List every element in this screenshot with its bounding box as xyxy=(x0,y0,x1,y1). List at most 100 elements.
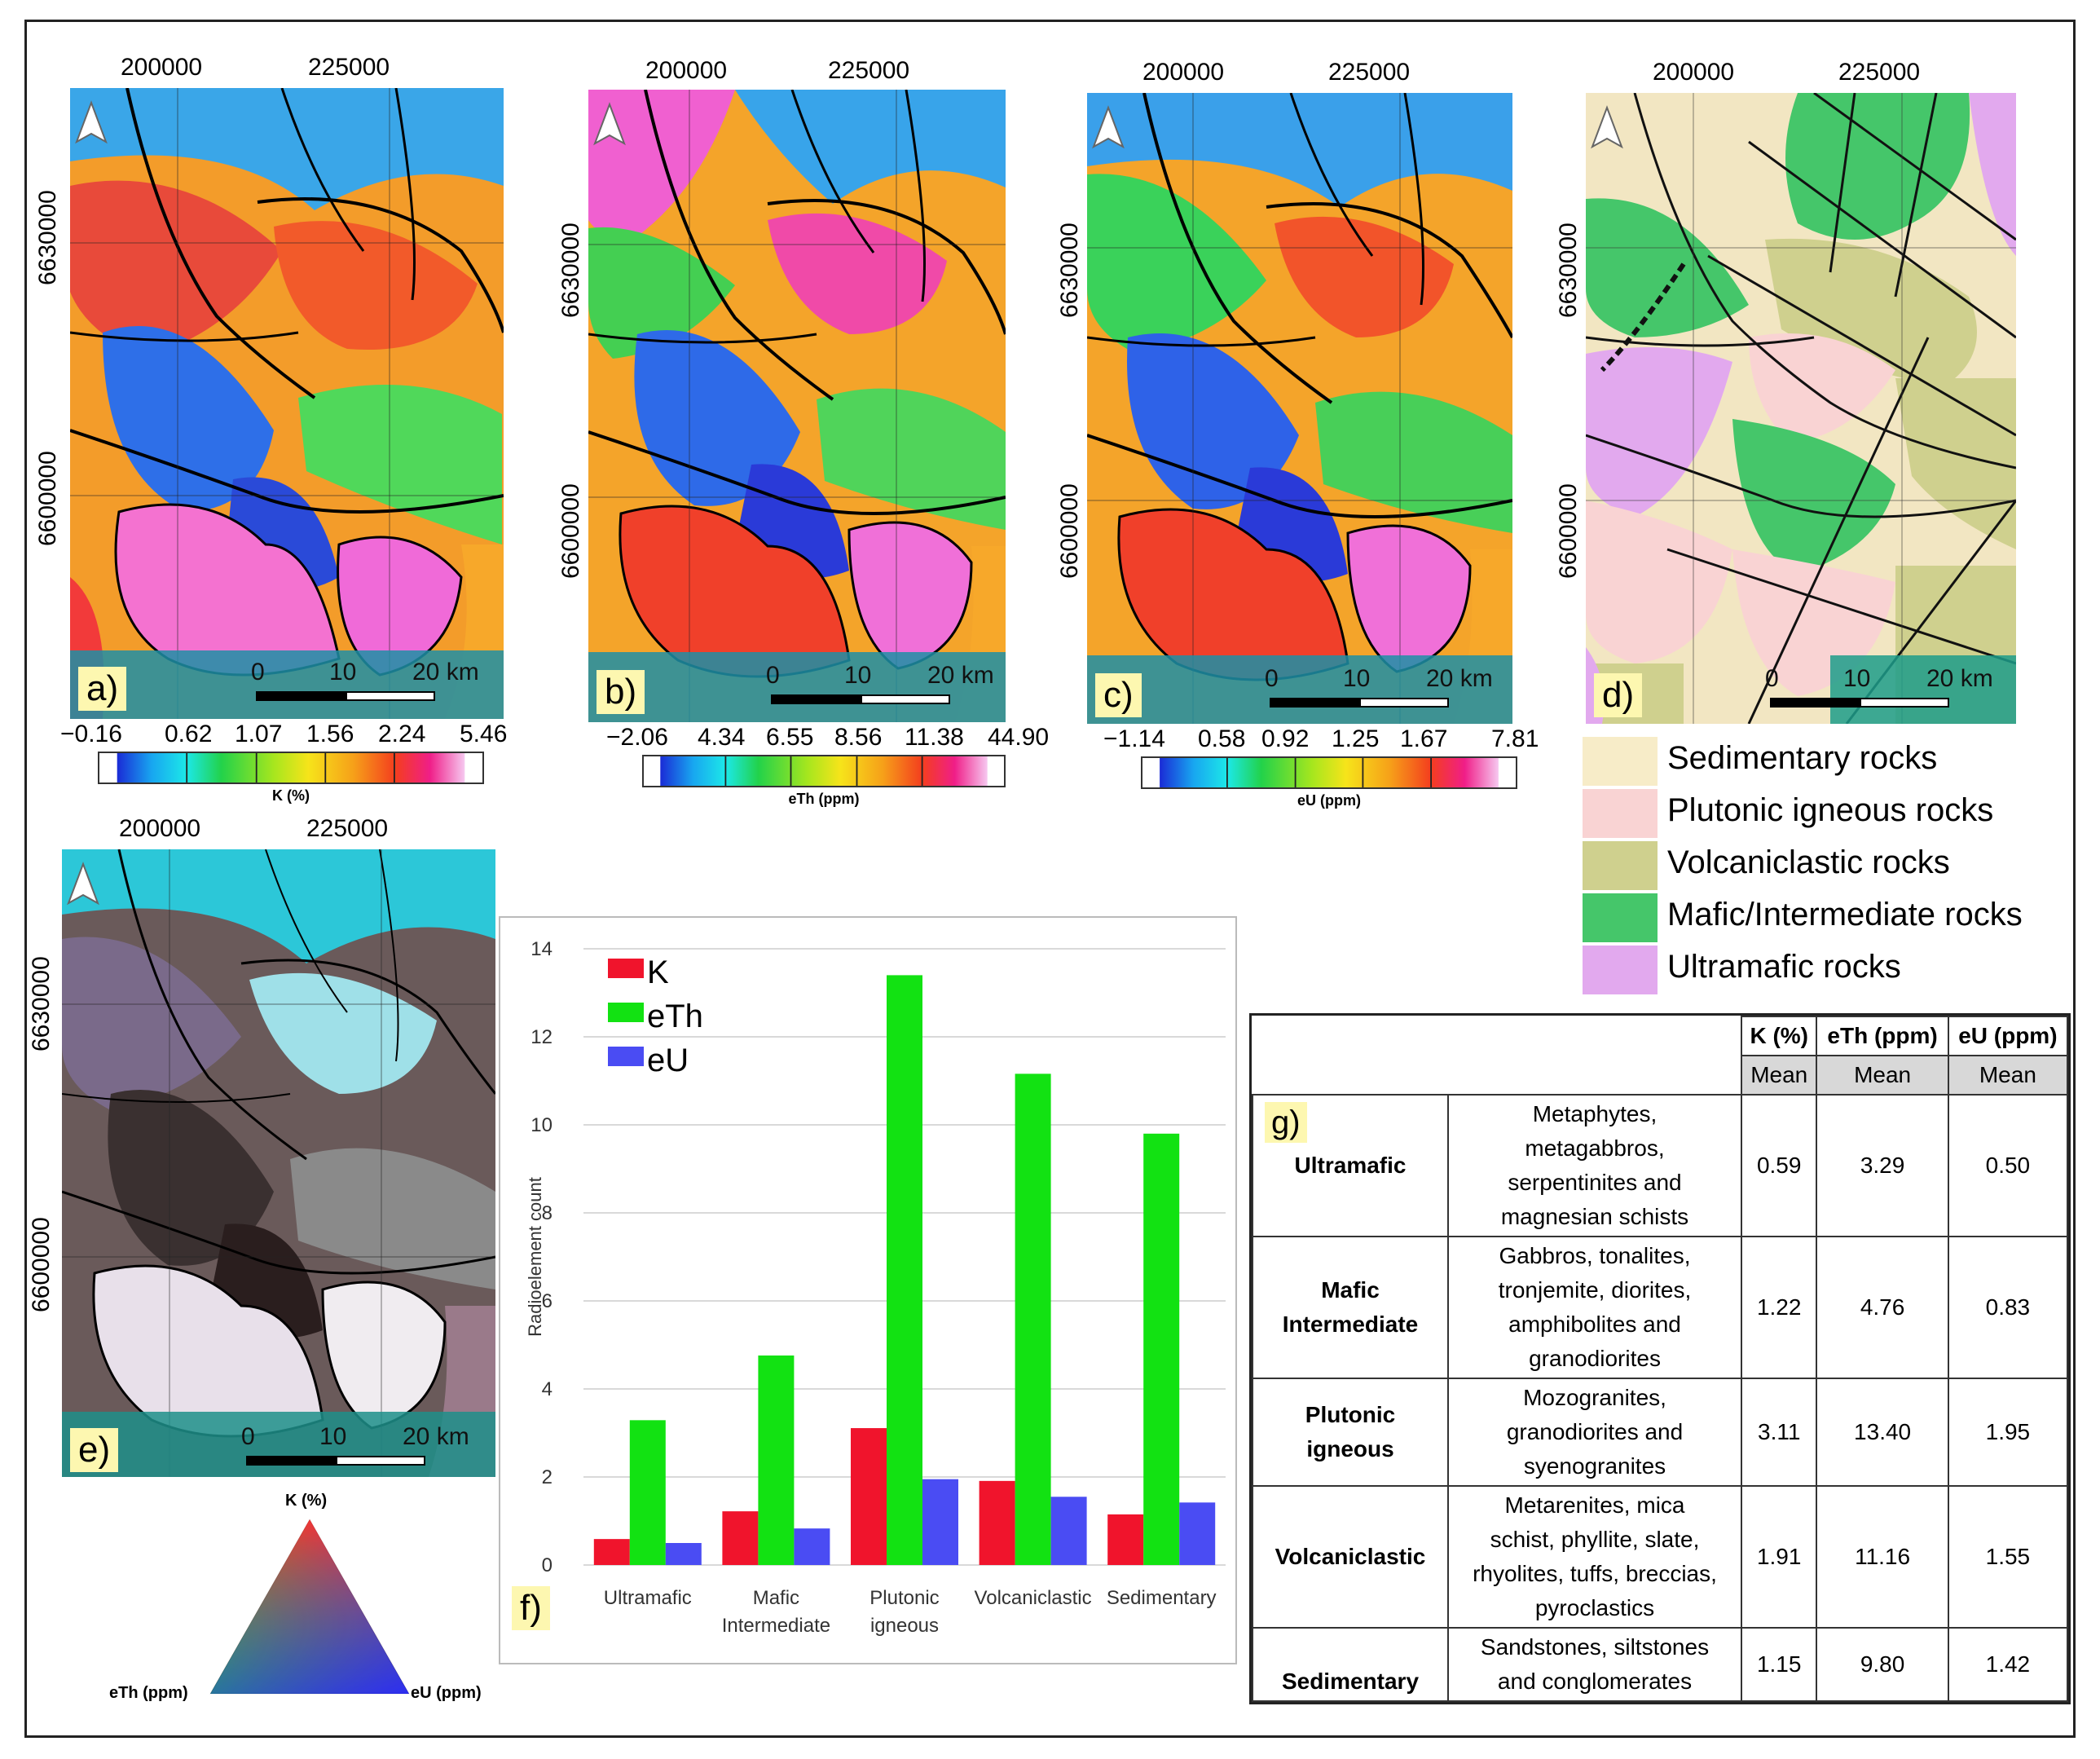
cb-eu-tick: 1.25 xyxy=(1332,725,1380,752)
y-tick-label: 6 xyxy=(542,1290,553,1312)
y-tick-c-1: 6630000 xyxy=(1056,223,1083,318)
table-subheader-spacer xyxy=(1253,1056,1741,1095)
colorbar-k-ticks: −0.16 0.62 1.07 1.56 2.24 5.46 xyxy=(60,721,517,750)
lithology-line: and conglomerates xyxy=(1497,1669,1693,1694)
x-tick-c-1: 200000 xyxy=(1142,59,1225,86)
legend-swatch-eth xyxy=(608,1003,644,1022)
bar-eth xyxy=(758,1355,795,1565)
scale-tick-10: 10 xyxy=(1343,665,1371,692)
colorbar-eth xyxy=(642,755,1006,787)
mean-k: 1.22 xyxy=(1740,1236,1818,1379)
bar-eu xyxy=(922,1479,958,1565)
scale-bar-white xyxy=(1359,698,1449,708)
lithology-line: rhyolites, tuffs, breccias, xyxy=(1473,1561,1717,1586)
lithology-line: schist, phyllite, slate, xyxy=(1490,1527,1700,1552)
bar-eu xyxy=(794,1528,830,1565)
mean-eu: 0.83 xyxy=(1947,1236,2069,1379)
x-tick-d-2: 225000 xyxy=(1838,59,1921,86)
chart-container: 0 2 4 6 8 10 12 14 Radioelement count Ultramafic M… xyxy=(499,916,1237,1664)
lithology-line: syenogranites xyxy=(1523,1453,1666,1479)
scale-bar-a: 0 10 20 km xyxy=(251,659,512,708)
scale-bar-black xyxy=(256,691,346,701)
legend-swatch xyxy=(1583,893,1658,942)
scale-tick-20: 20 km xyxy=(403,1423,469,1450)
lithology-line: Metaphytes, xyxy=(1532,1101,1658,1126)
y-tick-a-2: 6600000 xyxy=(34,451,61,546)
scale-bar-black xyxy=(246,1456,336,1466)
cb-eu-tick: 0.92 xyxy=(1261,725,1310,752)
scale-bar-b: 0 10 20 km xyxy=(766,662,1027,711)
x-tick-d-1: 200000 xyxy=(1653,59,1735,86)
colorbar-eth-ticks: −2.06 4.34 6.55 8.56 11.38 44.90 xyxy=(606,724,1050,753)
y-tick-a-1: 6630000 xyxy=(34,190,61,285)
legend-swatch xyxy=(1583,946,1658,994)
lithology-line: Metarenites, mica xyxy=(1504,1492,1685,1518)
table-subheader-row: Mean Mean Mean xyxy=(1253,1055,2069,1096)
lithology-line: metagabbros, xyxy=(1525,1135,1665,1161)
scale-bar-e: 0 10 20 km xyxy=(241,1423,502,1472)
mean-eth: 9.80 xyxy=(1816,1627,1949,1702)
cb-k-tick: 2.24 xyxy=(378,721,426,747)
x-tick-a-2: 225000 xyxy=(308,54,390,81)
x-tick-label: Ultramafic xyxy=(604,1587,692,1609)
cb-k-tick: 1.07 xyxy=(235,721,283,747)
mean-eu: 1.42 xyxy=(1947,1627,2069,1702)
rock-group-cell: g) Ultramafic xyxy=(1252,1094,1449,1237)
bar-eth xyxy=(1015,1073,1051,1565)
table-row: Volcaniclastic Metarenites, mica schist, p… xyxy=(1252,1485,2069,1629)
table-row: Mafic Intermediate Gabbros, tonalites, tron… xyxy=(1252,1236,2069,1379)
bar-eu xyxy=(665,1543,702,1565)
bar-k xyxy=(979,1480,1015,1565)
scale-tick-10: 10 xyxy=(844,662,872,689)
scale-tick-0: 0 xyxy=(1265,665,1279,692)
scale-tick-0: 0 xyxy=(251,659,265,686)
map-thorium xyxy=(588,90,1006,722)
y-tick-e-2: 6600000 xyxy=(28,1217,55,1312)
mean-k: 0.59 xyxy=(1740,1094,1818,1237)
y-tick-d-2: 6600000 xyxy=(1555,483,1582,579)
y-axis-label: Radioelement count xyxy=(525,1177,545,1337)
rock-group-name: Mafic xyxy=(1321,1277,1380,1303)
bar-k xyxy=(593,1539,630,1565)
lithology-line: granodiorites xyxy=(1529,1346,1661,1371)
mean-eth: 3.29 xyxy=(1816,1094,1949,1237)
panel-label-e: e) xyxy=(70,1428,119,1472)
legend-swatch xyxy=(1583,737,1658,786)
cb-eu-tick: 7.81 xyxy=(1491,725,1539,752)
x-tick-e-2: 225000 xyxy=(306,815,389,842)
cb-eth-tick: 44.90 xyxy=(988,724,1050,751)
cb-eth-tick: −2.06 xyxy=(606,724,668,751)
scale-bar-c: 0 10 20 km xyxy=(1265,665,1525,714)
scale-tick-0: 0 xyxy=(241,1423,255,1450)
table-row: g) Ultramafic Metaphytes, metagabbros, serpe… xyxy=(1252,1094,2069,1237)
cb-k-tick: 5.46 xyxy=(460,721,508,747)
cb-eth-tick: 6.55 xyxy=(766,724,814,751)
legend-label: Ultramafic rocks xyxy=(1667,949,1901,985)
y-tick-e-1: 6630000 xyxy=(28,956,55,1051)
map-geology xyxy=(1586,93,2016,724)
rock-group-name: Plutonic xyxy=(1305,1402,1396,1427)
x-tick-e-1: 200000 xyxy=(119,815,201,842)
scale-bar-black xyxy=(1270,698,1359,708)
scale-bar-black xyxy=(771,694,861,704)
mean-eu: 1.55 xyxy=(1947,1485,2069,1629)
legend-label-eu: eU xyxy=(647,1043,689,1078)
x-tick-c-2: 225000 xyxy=(1328,59,1411,86)
rock-group-cell: Volcaniclastic xyxy=(1252,1485,1449,1629)
header-eu: eU (ppm) xyxy=(1947,1016,2069,1056)
cb-eu-tick: −1.14 xyxy=(1103,725,1165,752)
cb-eu-tick: 0.58 xyxy=(1198,725,1246,752)
rock-group-cell: Plutonic igneous xyxy=(1252,1378,1449,1487)
header-eth: eTh (ppm) xyxy=(1816,1016,1949,1056)
y-tick-b-2: 6600000 xyxy=(557,483,584,579)
lithology-cell: Sandstones, siltstones and conglomerates xyxy=(1447,1627,1742,1702)
colorbar-eu-label: eU (ppm) xyxy=(1297,792,1361,809)
rock-group-name: Sedimentary xyxy=(1281,1669,1420,1694)
mean-eu: 0.50 xyxy=(1947,1094,2069,1237)
x-tick-label: Volcaniclastic xyxy=(975,1587,1092,1609)
x-tick-a-1: 200000 xyxy=(121,54,203,81)
lithology-line: Mozogranites, xyxy=(1523,1385,1666,1410)
scale-tick-20: 20 km xyxy=(927,662,994,689)
legend-label: Sedimentary rocks xyxy=(1667,740,1938,776)
panel-label-c: c) xyxy=(1095,673,1142,717)
